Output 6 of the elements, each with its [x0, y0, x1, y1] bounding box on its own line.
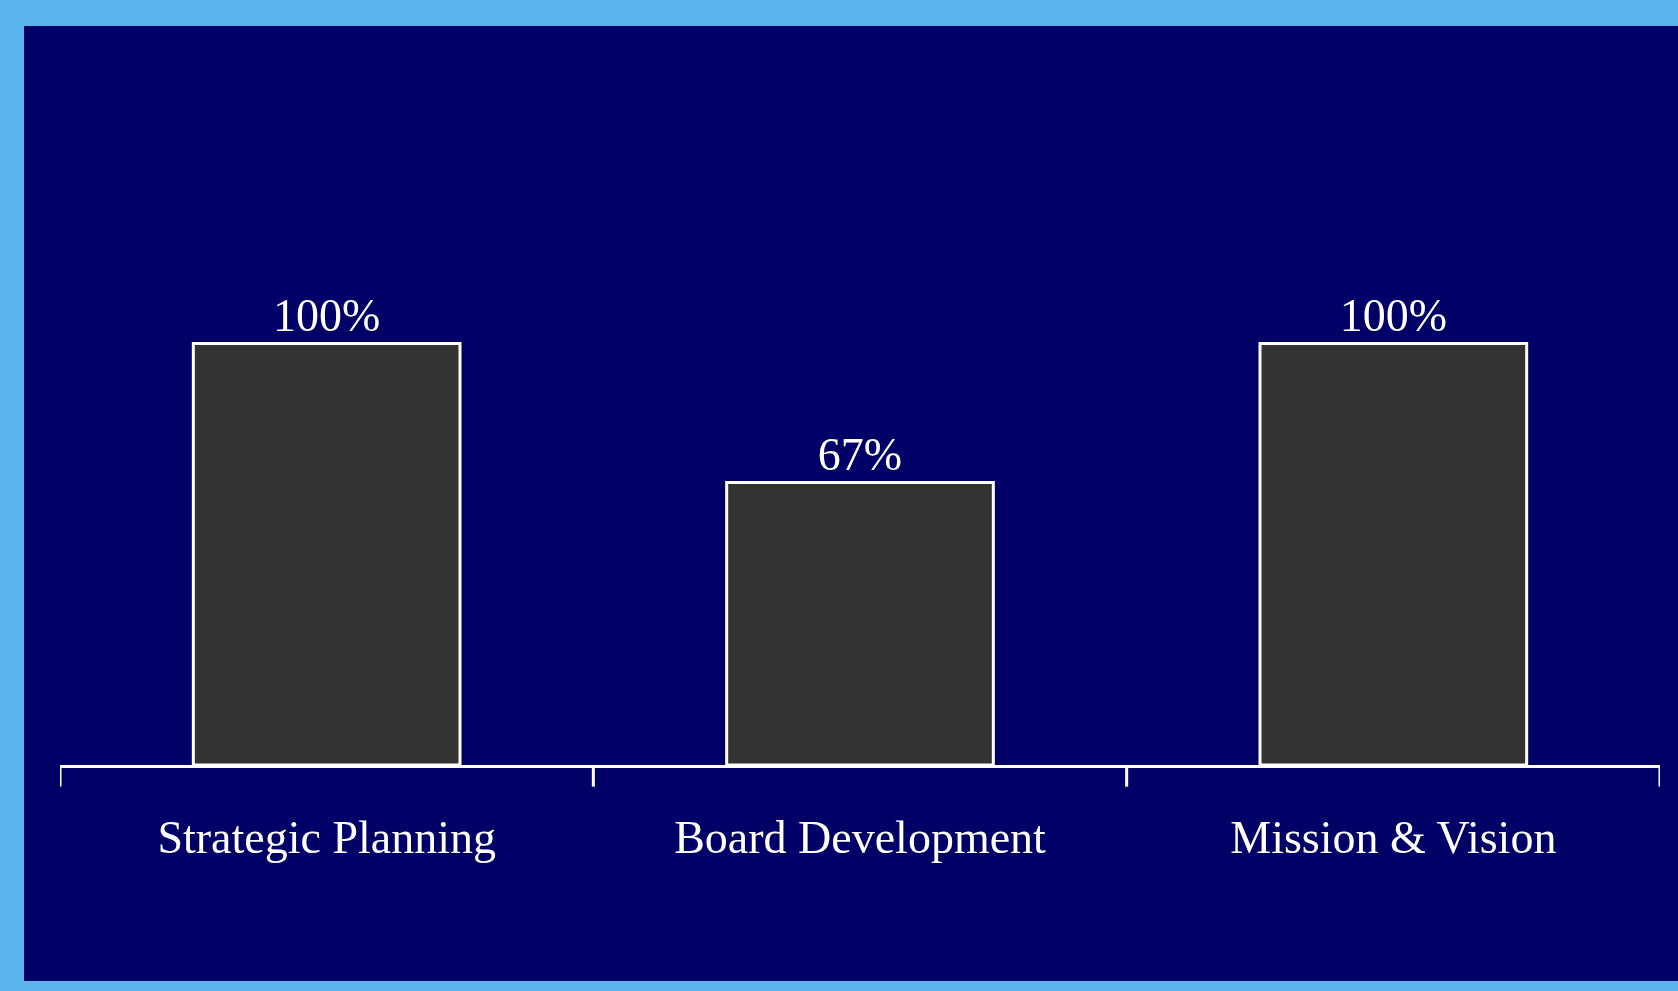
data-label: 100% — [1339, 289, 1447, 341]
x-tick-label: Board Development — [674, 812, 1047, 864]
x-tick-label: Strategic Planning — [157, 812, 496, 864]
data-label: 67% — [817, 428, 903, 480]
x-tick-label: Mission & Vision — [1230, 812, 1557, 864]
data-label: 100% — [273, 289, 381, 341]
